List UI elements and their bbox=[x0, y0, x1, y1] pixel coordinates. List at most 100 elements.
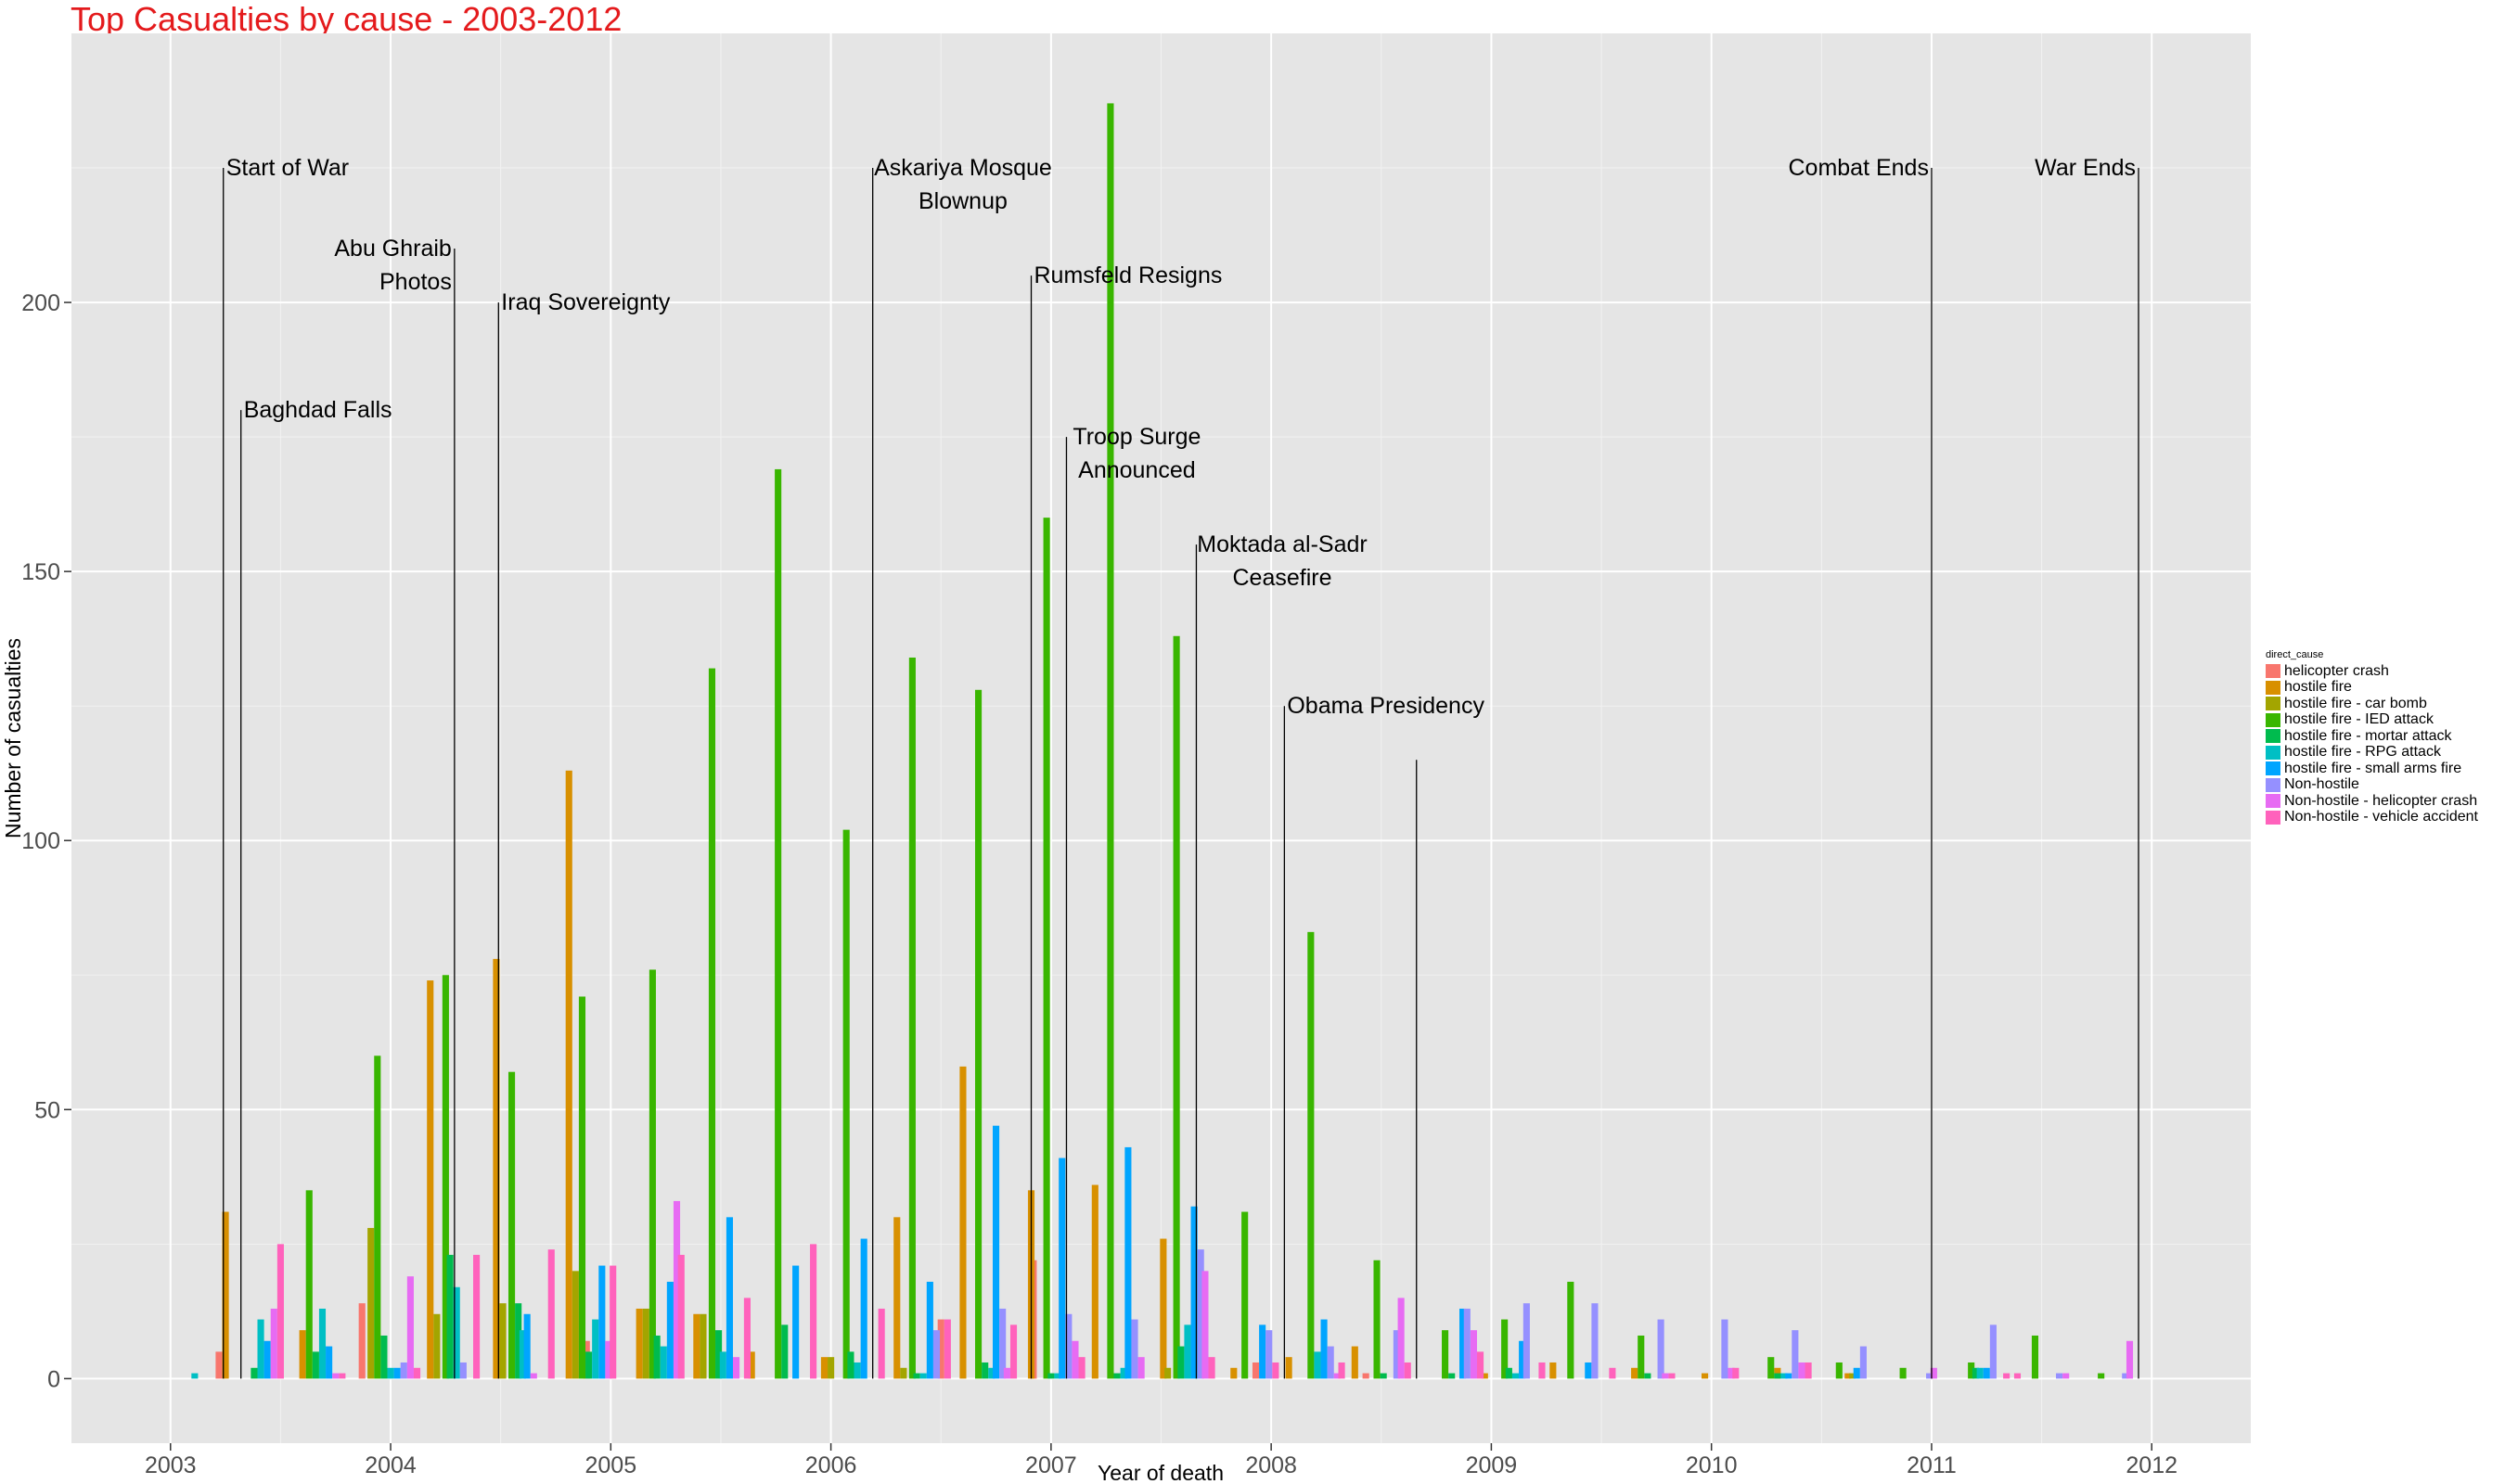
legend-swatch bbox=[2266, 729, 2280, 744]
bar bbox=[191, 1373, 199, 1379]
bar bbox=[1785, 1373, 1792, 1379]
bar bbox=[1131, 1319, 1138, 1379]
x-tick-label: 2007 bbox=[1025, 1452, 1077, 1478]
bar bbox=[433, 1313, 441, 1379]
bar bbox=[270, 1308, 277, 1379]
bar bbox=[992, 1125, 1000, 1379]
bar bbox=[1448, 1373, 1456, 1379]
bar bbox=[427, 980, 434, 1379]
bar bbox=[367, 1227, 375, 1379]
x-axis-title: Year of death bbox=[1098, 1461, 1224, 1484]
annotation-label: Abu Ghraib bbox=[334, 236, 451, 262]
bar bbox=[2013, 1373, 2022, 1379]
bar bbox=[642, 1308, 649, 1379]
x-tick-label: 2012 bbox=[2126, 1452, 2177, 1478]
bar bbox=[507, 1071, 516, 1379]
legend-items: helicopter crash hostile fire hostile fire… bbox=[2266, 663, 2478, 825]
bar bbox=[318, 1308, 327, 1379]
bar bbox=[2126, 1340, 2134, 1379]
legend-label: helicopter crash bbox=[2284, 662, 2389, 679]
bar bbox=[1519, 1340, 1526, 1379]
x-tick-label: 2011 bbox=[1907, 1452, 1957, 1478]
legend-label: Non-hostile bbox=[2284, 776, 2359, 793]
bar bbox=[959, 1066, 967, 1379]
bar bbox=[748, 1351, 755, 1379]
bar bbox=[775, 468, 782, 1379]
bar bbox=[1844, 1373, 1852, 1379]
bar bbox=[693, 1313, 700, 1379]
bar bbox=[1285, 1357, 1292, 1379]
legend-label: hostile fire - RPG attack bbox=[2284, 744, 2441, 761]
bar bbox=[1728, 1367, 1735, 1379]
bar bbox=[1078, 1357, 1086, 1379]
bar bbox=[908, 657, 916, 1379]
chart-title: Top Casualties by cause - 2003-2012 bbox=[71, 0, 623, 38]
bar bbox=[982, 1362, 989, 1379]
legend-label: Non-hostile - helicopter crash bbox=[2284, 792, 2478, 809]
legend-swatch bbox=[2266, 712, 2280, 727]
bar bbox=[1481, 1373, 1488, 1379]
bar bbox=[1190, 1206, 1198, 1379]
bar bbox=[1638, 1335, 1645, 1379]
bar bbox=[523, 1313, 531, 1379]
x-tick-label: 2006 bbox=[805, 1452, 857, 1478]
bar bbox=[733, 1357, 740, 1379]
bar bbox=[1265, 1330, 1273, 1379]
bar bbox=[326, 1346, 333, 1379]
bar bbox=[2031, 1335, 2039, 1379]
bar bbox=[847, 1351, 854, 1379]
bar bbox=[1859, 1346, 1867, 1379]
bar bbox=[1668, 1373, 1676, 1379]
bar bbox=[1926, 1373, 1933, 1379]
bar bbox=[1989, 1324, 1997, 1379]
bar bbox=[1201, 1271, 1209, 1379]
bar bbox=[1930, 1367, 1937, 1379]
bar bbox=[1137, 1357, 1145, 1379]
bar bbox=[1113, 1373, 1121, 1379]
axes: 2003 2004 2005 2006 2007 2008 2009 2010 2011 2012… bbox=[21, 290, 2177, 1478]
bar bbox=[1702, 1373, 1709, 1379]
bar bbox=[944, 1319, 951, 1379]
annotation-label: Iraq Sovereignty bbox=[501, 289, 671, 315]
bar bbox=[1476, 1351, 1484, 1379]
bar bbox=[387, 1367, 394, 1379]
bar bbox=[1164, 1367, 1172, 1379]
bar bbox=[715, 1330, 723, 1379]
bar bbox=[975, 689, 983, 1379]
legend-label: hostile fire - car bomb bbox=[2284, 695, 2427, 711]
bar bbox=[1333, 1373, 1341, 1379]
bar bbox=[743, 1298, 751, 1379]
bar bbox=[1767, 1357, 1775, 1379]
bar bbox=[1792, 1330, 1799, 1379]
legend-entry: Non-hostile bbox=[2266, 776, 2478, 794]
bar bbox=[1065, 1313, 1073, 1379]
bar bbox=[1107, 103, 1114, 1379]
bar bbox=[660, 1346, 667, 1379]
legend-entry: hostile fire - small arms fire bbox=[2266, 761, 2478, 777]
bar bbox=[1968, 1362, 1975, 1379]
y-tick-label: 150 bbox=[21, 559, 60, 585]
bar bbox=[400, 1362, 407, 1379]
legend-label: hostile fire - mortar attack bbox=[2284, 727, 2452, 744]
bar bbox=[2062, 1373, 2070, 1379]
bar bbox=[1463, 1308, 1471, 1379]
legend-entry: helicopter crash bbox=[2266, 663, 2478, 680]
bar bbox=[1899, 1367, 1907, 1379]
bars bbox=[191, 103, 2134, 1379]
legend-swatch bbox=[2266, 664, 2280, 679]
bar bbox=[1259, 1324, 1266, 1379]
bar bbox=[1047, 1373, 1055, 1379]
bar bbox=[332, 1373, 340, 1379]
bar bbox=[666, 1281, 674, 1379]
bar bbox=[926, 1281, 933, 1379]
legend-entry: hostile fire - IED attack bbox=[2266, 711, 2478, 729]
bar bbox=[2122, 1373, 2129, 1379]
bar bbox=[2003, 1373, 2010, 1379]
bar bbox=[1404, 1362, 1411, 1379]
bar bbox=[1835, 1362, 1843, 1379]
bar bbox=[250, 1367, 258, 1379]
x-tick-label: 2009 bbox=[1466, 1452, 1518, 1478]
y-axis-title: Number of casualties bbox=[1, 638, 25, 838]
bar bbox=[413, 1367, 421, 1379]
bar bbox=[820, 1357, 829, 1379]
